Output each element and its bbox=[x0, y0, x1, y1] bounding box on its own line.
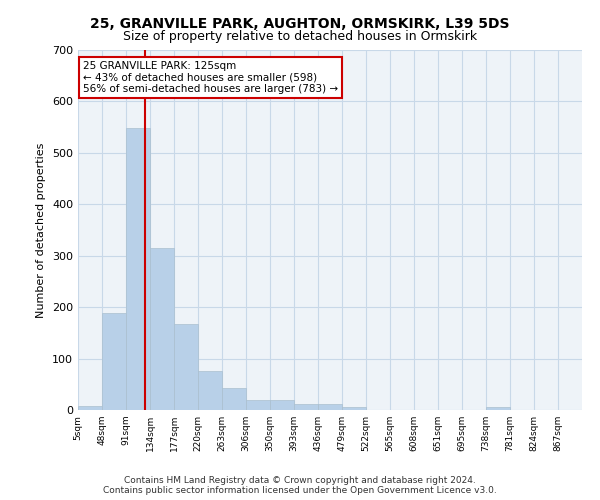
Bar bbox=[126, 128, 150, 410]
Bar bbox=[294, 404, 318, 410]
Text: 25 GRANVILLE PARK: 125sqm
← 43% of detached houses are smaller (598)
56% of semi: 25 GRANVILLE PARK: 125sqm ← 43% of detac… bbox=[83, 61, 338, 94]
Bar bbox=[78, 406, 102, 410]
Text: Size of property relative to detached houses in Ormskirk: Size of property relative to detached ho… bbox=[123, 30, 477, 43]
Bar bbox=[174, 324, 198, 410]
Bar bbox=[342, 408, 366, 410]
Text: Contains HM Land Registry data © Crown copyright and database right 2024.
Contai: Contains HM Land Registry data © Crown c… bbox=[103, 476, 497, 495]
Bar bbox=[246, 400, 270, 410]
Bar bbox=[270, 400, 294, 410]
Text: 25, GRANVILLE PARK, AUGHTON, ORMSKIRK, L39 5DS: 25, GRANVILLE PARK, AUGHTON, ORMSKIRK, L… bbox=[90, 18, 510, 32]
Bar bbox=[150, 248, 174, 410]
Bar bbox=[318, 404, 342, 410]
Bar bbox=[486, 408, 510, 410]
Y-axis label: Number of detached properties: Number of detached properties bbox=[37, 142, 46, 318]
Bar bbox=[198, 372, 222, 410]
Bar bbox=[102, 314, 126, 410]
Bar bbox=[222, 388, 246, 410]
